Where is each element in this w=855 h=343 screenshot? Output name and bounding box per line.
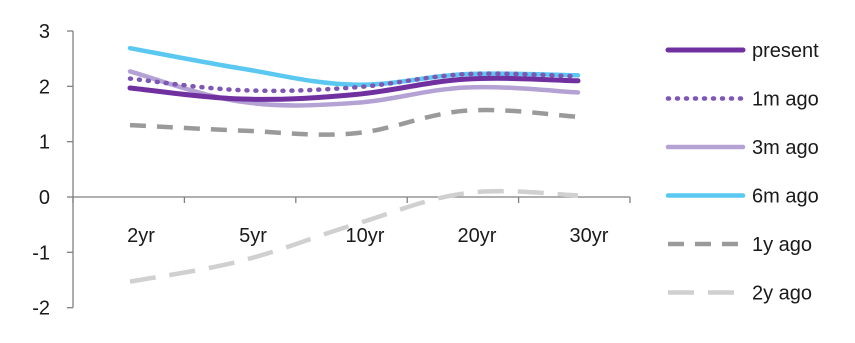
- axes: [67, 30, 631, 309]
- legend-label-2y-ago: 2y ago: [752, 283, 812, 305]
- y-tick-label: 1: [39, 132, 50, 154]
- y-tick-label: -2: [32, 298, 50, 320]
- y-tick-label: 0: [39, 187, 50, 209]
- legend-label-present: present: [752, 40, 819, 62]
- x-tick-label: 30yr: [570, 225, 609, 247]
- y-tick-label: 2: [39, 76, 50, 98]
- series-lines: [127, 45, 581, 284]
- legend-label-1m-ago: 1m ago: [752, 89, 819, 111]
- series-line-1m-ago: [127, 71, 581, 94]
- x-tick-label: 10yr: [346, 225, 385, 247]
- y-tick-label: 3: [39, 21, 50, 43]
- series-line-present: [127, 75, 581, 102]
- legend-label-6m-ago: 6m ago: [752, 186, 819, 208]
- series-line-3m-ago: [127, 69, 581, 108]
- x-tick-labels: 2yr 5yr 10yr 20yr 30yr: [127, 225, 609, 247]
- series-line-1y-ago: [129, 107, 579, 137]
- legend-label-3m-ago: 3m ago: [752, 137, 819, 159]
- legend-label-1y-ago: 1y ago: [752, 234, 812, 256]
- x-tick-label: 20yr: [458, 225, 497, 247]
- y-tick-labels: 3 2 1 0 -1 -2: [32, 21, 50, 320]
- x-tick-label: 5yr: [239, 225, 267, 247]
- y-tick-label: -1: [32, 242, 50, 264]
- x-tick-label: 2yr: [127, 225, 155, 247]
- legend: present 1m ago 3m ago 6m ago 1y ago 2y ago: [665, 40, 819, 305]
